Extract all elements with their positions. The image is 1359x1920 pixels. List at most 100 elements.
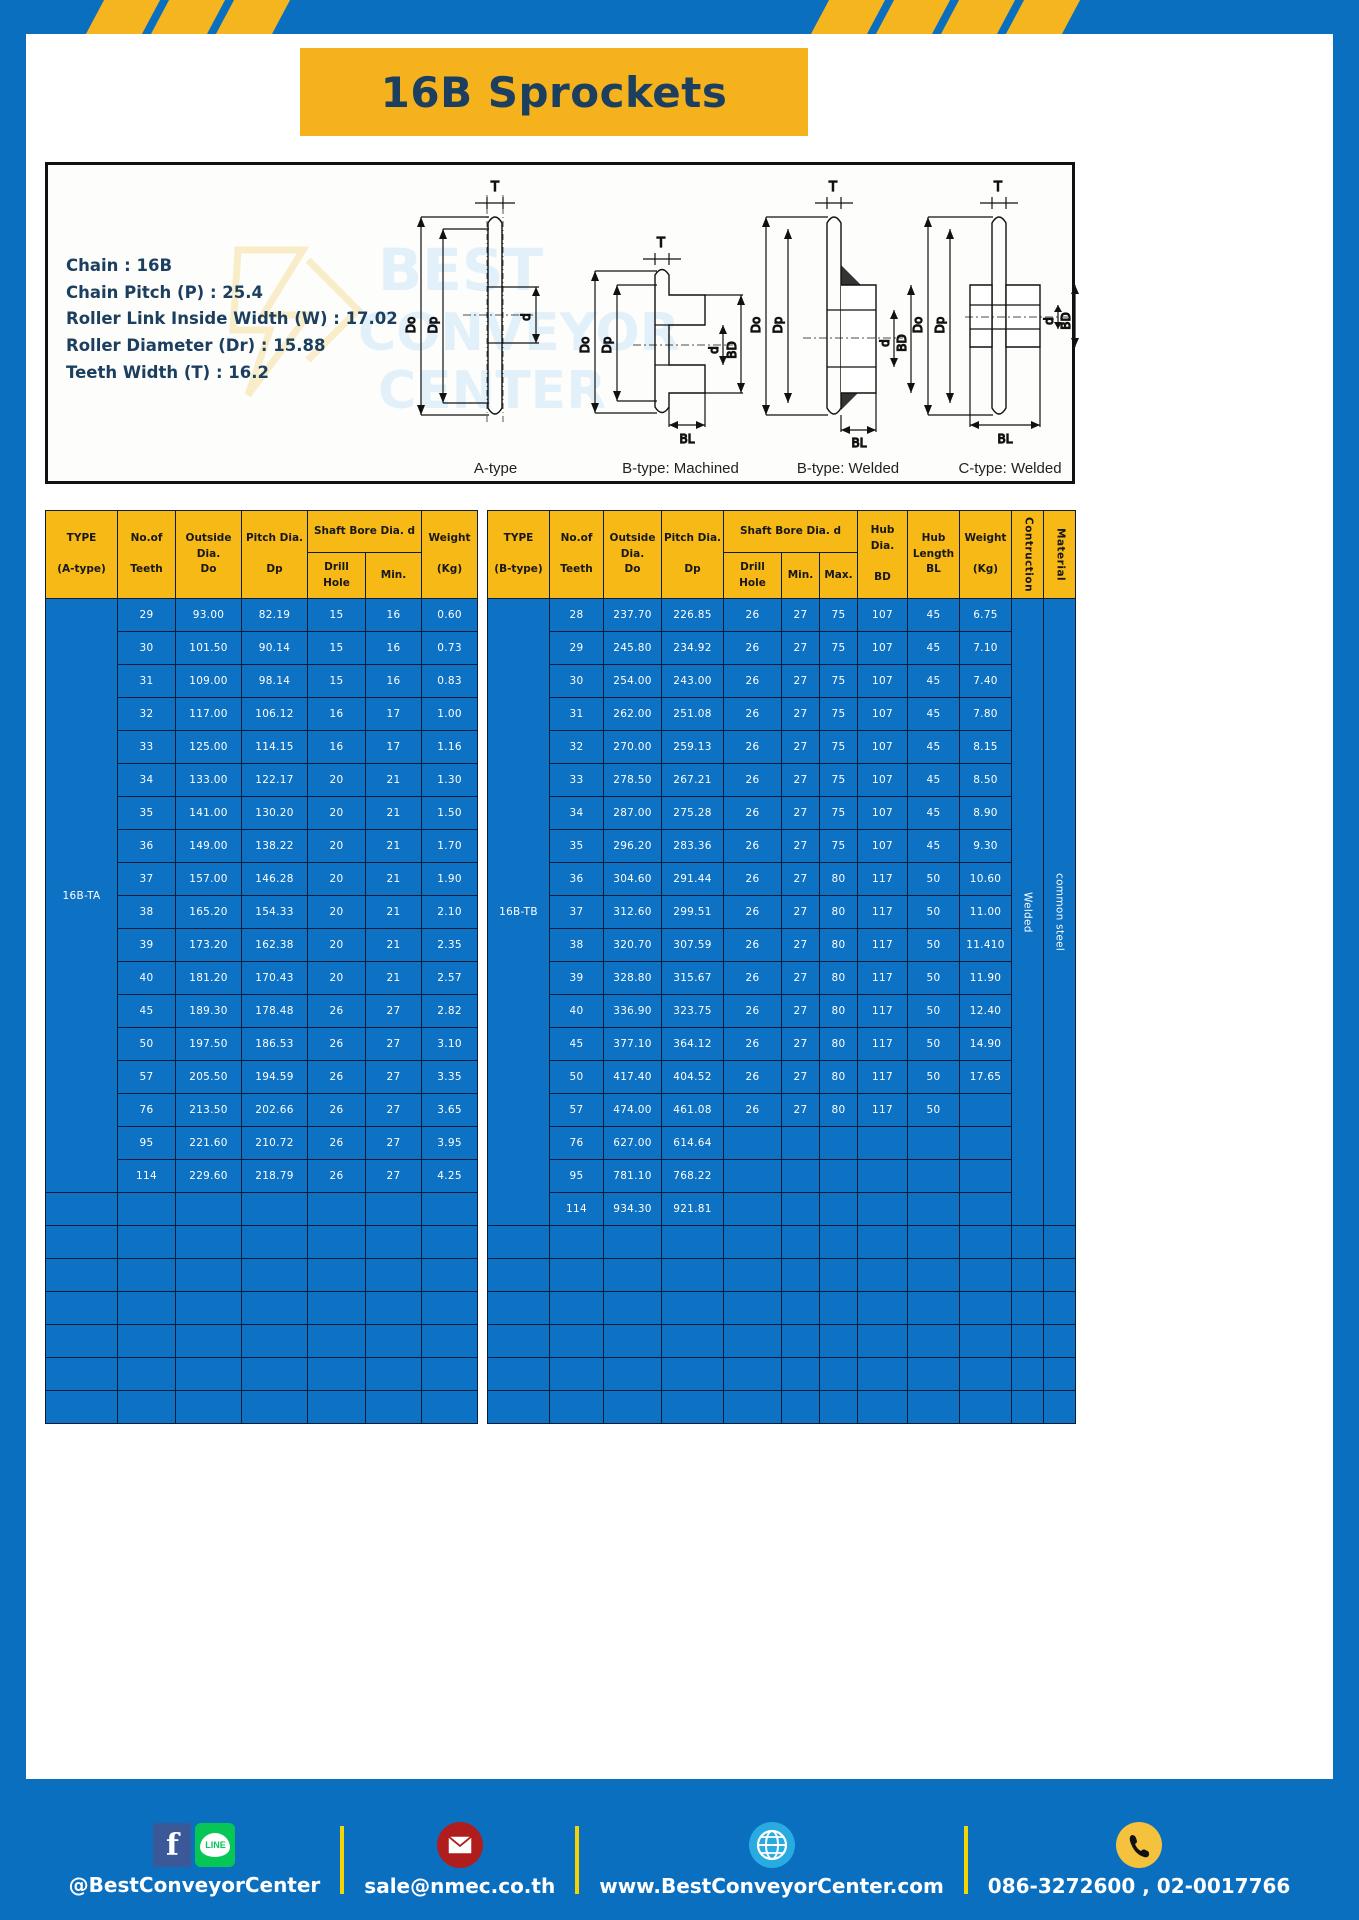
table-row: 35 141.00 130.20 20 21 1.50: [46, 796, 479, 830]
email-icon[interactable]: [436, 1822, 483, 1868]
table-cell: [723, 1192, 782, 1226]
table-cell-empty: [45, 1357, 118, 1391]
spec-line-width: Roller Link Inside Width (W) : 17.02: [66, 309, 398, 329]
diagram-b-machined: T Do: [573, 175, 788, 487]
table-cell-empty: [1011, 1357, 1044, 1391]
chevron-decoration-band: [0, 0, 1359, 34]
table-cell-empty: [364, 1291, 423, 1325]
table-cell: 26: [723, 994, 782, 1028]
table-cell-empty: [603, 1225, 662, 1259]
table-cell-empty: [117, 1225, 176, 1259]
table-cell: 107: [857, 730, 908, 764]
th-b-material: Material: [1043, 510, 1076, 599]
table-cell-empty: [857, 1225, 908, 1259]
table-cell-empty: [45, 1225, 118, 1259]
table-cell: 50: [907, 928, 960, 962]
table-cell: 15: [307, 664, 366, 698]
footer-facebook[interactable]: f LINE @BestConveyorCenter: [55, 1823, 335, 1897]
table-cell: 95: [117, 1126, 176, 1160]
table-cell-empty: [307, 1324, 366, 1358]
table-cell: 27: [781, 730, 820, 764]
table-cell-empty: [549, 1357, 604, 1391]
table-b-body: 16B-TB 28 237.70 226.85 26 27 75 107 45 6.75 Welde…: [487, 598, 1076, 1424]
table-cell-empty: [117, 1291, 176, 1325]
table-cell-empty: [723, 1225, 782, 1259]
table-row: 45 377.10 364.12 26 27 80 117 50 14.90: [488, 1027, 1076, 1061]
table-cell: 27: [781, 664, 820, 698]
table-row: 76 627.00 614.64: [488, 1126, 1076, 1160]
cell-type-label: 16B-TA: [45, 598, 118, 1193]
footer-email[interactable]: sale@nmec.co.th: [350, 1822, 569, 1898]
table-cell: 26: [723, 1093, 782, 1127]
table-cell: 237.70: [603, 598, 662, 632]
table-cell-empty: [907, 1324, 960, 1358]
table-cell: 278.50: [603, 763, 662, 797]
table-cell: 213.50: [175, 1093, 242, 1127]
table-cell: 35: [117, 796, 176, 830]
table-cell: 26: [723, 928, 782, 962]
table-cell: 107: [857, 664, 908, 698]
table-cell: 10.60: [959, 862, 1012, 896]
table-cell: 221.60: [175, 1126, 242, 1160]
table-row: 38 165.20 154.33 20 21 2.10: [46, 895, 479, 929]
table-cell: 35: [549, 829, 604, 863]
table-cell: 3.95: [421, 1126, 479, 1160]
table-cell-empty: [1011, 1390, 1044, 1424]
table-cell: 146.28: [241, 862, 308, 896]
table-row: 95 781.10 768.22: [488, 1159, 1076, 1193]
table-cell: 26: [723, 796, 782, 830]
footer-phone[interactable]: 086-3272600 , 02-0017766: [974, 1822, 1305, 1898]
table-cell: 21: [364, 928, 423, 962]
th-a-drill-hole: Drill Hole: [307, 552, 366, 599]
table-row: 33 125.00 114.15 16 17 1.16: [46, 730, 479, 764]
table-cell: 106.12: [241, 697, 308, 731]
table-cell: 114.15: [241, 730, 308, 764]
phone-number[interactable]: 086-3272600 , 02-0017766: [987, 1874, 1291, 1898]
table-cell-empty: [421, 1225, 479, 1259]
phone-icon[interactable]: [1116, 1822, 1163, 1868]
table-cell: 283.36: [661, 829, 724, 863]
table-cell-empty: [781, 1225, 820, 1259]
table-cell-empty: [175, 1357, 242, 1391]
globe-icon[interactable]: [748, 1822, 795, 1868]
chevron-stripe: [82, 0, 164, 34]
table-cell: 194.59: [241, 1060, 308, 1094]
table-cell: 6.75: [959, 598, 1012, 632]
table-cell: [857, 1159, 908, 1193]
table-cell: 26: [723, 1027, 782, 1061]
table-cell: 26: [723, 862, 782, 896]
th-b-min: Min.: [781, 552, 820, 599]
table-b-type: TYPE (B-type) No.of Teeth Outside Dia. D…: [487, 510, 1076, 1424]
table-cell-empty: [487, 1258, 550, 1292]
table-cell: 26: [307, 1159, 366, 1193]
th-b-hub-dia: Hub Dia. BD: [857, 510, 908, 599]
table-row: 50 417.40 404.52 26 27 80 117 50 17.65: [488, 1060, 1076, 1094]
table-cell: 38: [117, 895, 176, 929]
table-row-empty: [487, 1324, 1076, 1358]
facebook-handle[interactable]: @BestConveyorCenter: [68, 1873, 321, 1897]
th-b-drill-hole: Drill Hole: [723, 552, 782, 599]
table-cell: 11.410: [959, 928, 1012, 962]
footer-website[interactable]: www.BestConveyorCenter.com: [585, 1822, 958, 1898]
website-url[interactable]: www.BestConveyorCenter.com: [599, 1874, 944, 1898]
table-row: 31 109.00 98.14 15 16 0.83: [46, 664, 479, 698]
email-address[interactable]: sale@nmec.co.th: [364, 1874, 556, 1898]
line-icon[interactable]: LINE: [195, 1823, 236, 1867]
table-cell: 117: [857, 1060, 908, 1094]
facebook-icon[interactable]: f: [153, 1823, 192, 1867]
table-cell: 20: [307, 862, 366, 896]
table-cell: 1.50: [421, 796, 479, 830]
table-cell-empty: [307, 1291, 366, 1325]
table-cell: 45: [907, 598, 960, 632]
table-cell-empty: [819, 1258, 858, 1292]
table-cell-empty: [603, 1258, 662, 1292]
table-cell: 27: [781, 862, 820, 896]
table-cell-empty: [307, 1357, 366, 1391]
table-cell: 26: [723, 1060, 782, 1094]
table-cell: 75: [819, 631, 858, 665]
svg-text:Dp: Dp: [426, 317, 440, 334]
table-cell: 11.00: [959, 895, 1012, 929]
table-cell: 12.40: [959, 994, 1012, 1028]
table-cell: 34: [549, 796, 604, 830]
table-cell: 75: [819, 598, 858, 632]
